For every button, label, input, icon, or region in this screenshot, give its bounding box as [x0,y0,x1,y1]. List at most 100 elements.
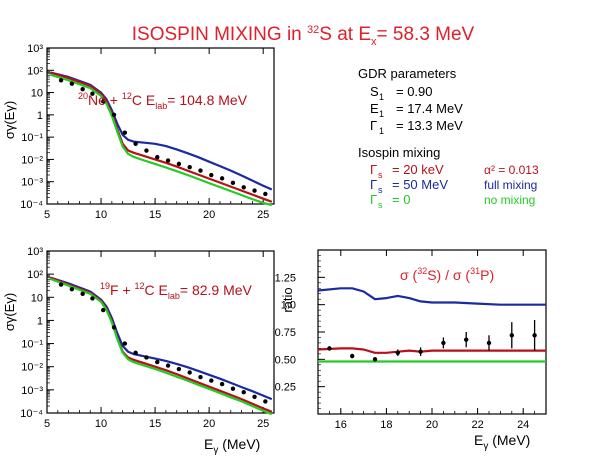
mixing-value: = 50 MeV [392,177,448,192]
mixing-value: = 20 keV [392,162,444,177]
y-tick-label: 10⁻² [21,154,43,166]
y-tick-label: 0.75 [275,327,296,339]
x-tick-label: 5 [44,418,50,430]
data-point [219,176,225,181]
y-tick-label: 10³ [27,43,43,55]
data-point [80,291,85,297]
y-tick-labels: 10⁻⁴ 10⁻³ 10⁻² 10⁻¹ 1 10 10² 10³ [20,246,54,420]
y-tick-label: 10² [27,65,43,77]
data-point [80,87,85,92]
data-point [187,370,192,375]
data-point [165,363,171,368]
data-point [198,168,203,173]
gdr-value: = 13.3 MeV [396,118,463,133]
x-tick-label: 25 [257,209,269,221]
y-tick-label: 10³ [27,246,43,258]
x-tick-label: 18 [380,419,392,431]
data-point [464,337,469,342]
y-tick-label: 10⁻⁴ [20,199,43,211]
series-group [317,287,546,363]
mixing-subscript: s [378,185,383,195]
data-points [58,282,268,404]
gdr-heading: GDR parameters [358,66,457,81]
y-tick-label: 10⁻³ [21,177,43,189]
mixing-subscript: s [378,170,383,180]
mixing-value: = 0 [392,192,410,207]
y-tick-label: 1.25 [275,272,296,284]
series-line-green [49,277,273,416]
data-point [187,165,192,170]
data-point [395,350,400,355]
figure-title: ISOSPIN MIXING in 32S at Ex= 58.3 MeV [132,24,475,48]
data-point [133,141,138,147]
x-tick-label: 10 [95,209,107,221]
data-point [263,399,268,404]
data-point [122,341,128,346]
data-point [133,350,138,356]
y-tick-label: 0.25 [275,382,296,394]
data-point [176,161,182,167]
panel-19f-12c: 5 10 15 20 25 10⁻⁴ 10⁻³ 10⁻² 10⁻¹ 1 10 10² 10³ 19F … [2,246,275,456]
gdr-subscript: 1 [379,109,384,119]
panel-ratio: 16 18 20 22 24 0.25 0.50 0.75 1.0 1.25 σ (32S) /… [275,249,547,452]
gdr-symbol: Γ [370,118,377,133]
data-point [122,130,128,135]
series-line-red [49,71,273,203]
x-tick-label: 22 [471,419,483,431]
mixing-symbol: Γ [370,192,377,207]
x-tick-label: 20 [203,209,215,221]
x-tick-label: 15 [149,418,161,430]
data-point [241,389,246,395]
data-point [327,346,332,351]
data-point [90,296,95,301]
x-tick-label: 20 [426,419,438,431]
data-point [155,359,160,365]
mixing-note: no mixing [484,193,535,207]
data-point [350,353,355,359]
data-point [241,185,246,190]
mixing-note: full mixing [484,178,537,192]
data-point [209,172,214,178]
series-group [49,276,273,416]
gdr-symbol: S [370,84,379,99]
mixing-note: α² = 0.013 [484,163,539,177]
mixing-subscript: s [378,200,383,210]
x-tick-label: 10 [95,418,107,430]
x-tick-labels: 16 18 20 22 24 [317,250,547,431]
data-point [69,81,75,86]
data-point [441,340,446,346]
y-axis-label: ratio [280,287,295,312]
data-point [101,99,106,104]
data-point [155,155,160,160]
gdr-value: = 0.90 [396,84,433,99]
gdr-symbol: E [370,101,379,116]
x-tick-label: 5 [44,209,50,221]
data-point [144,355,149,360]
data-point [111,325,117,330]
data-point [532,333,537,338]
y-tick-label: 1.0 [281,300,296,312]
panel-20ne-12c: 5 10 15 20 25 10⁻⁴ 10⁻³ 10⁻² 10⁻¹ 1 10 10² 10³ 20Ne… [2,43,275,221]
data-points [327,319,537,362]
gdr-subscript: 1 [379,92,384,102]
y-tick-label: 0.50 [275,354,296,366]
x-tick-label: 16 [335,419,347,431]
data-point [263,191,268,197]
data-point [58,282,64,287]
x-tick-label: 24 [517,419,529,431]
y-tick-label: 1 [37,315,43,327]
y-tick-labels: 10⁻⁴ 10⁻³ 10⁻² 10⁻¹ 1 10 10² 10³ [20,43,54,211]
data-point [252,394,257,399]
series-line-blue [49,276,273,401]
data-point [101,307,106,313]
y-tick-label: 10⁻⁴ [20,408,43,420]
panel-frame [46,47,275,205]
mixing-symbol: Γ [370,162,377,177]
ratio-label: σ (32S) / σ (31P) [400,266,494,283]
data-points [58,78,268,197]
data-point [418,349,423,354]
